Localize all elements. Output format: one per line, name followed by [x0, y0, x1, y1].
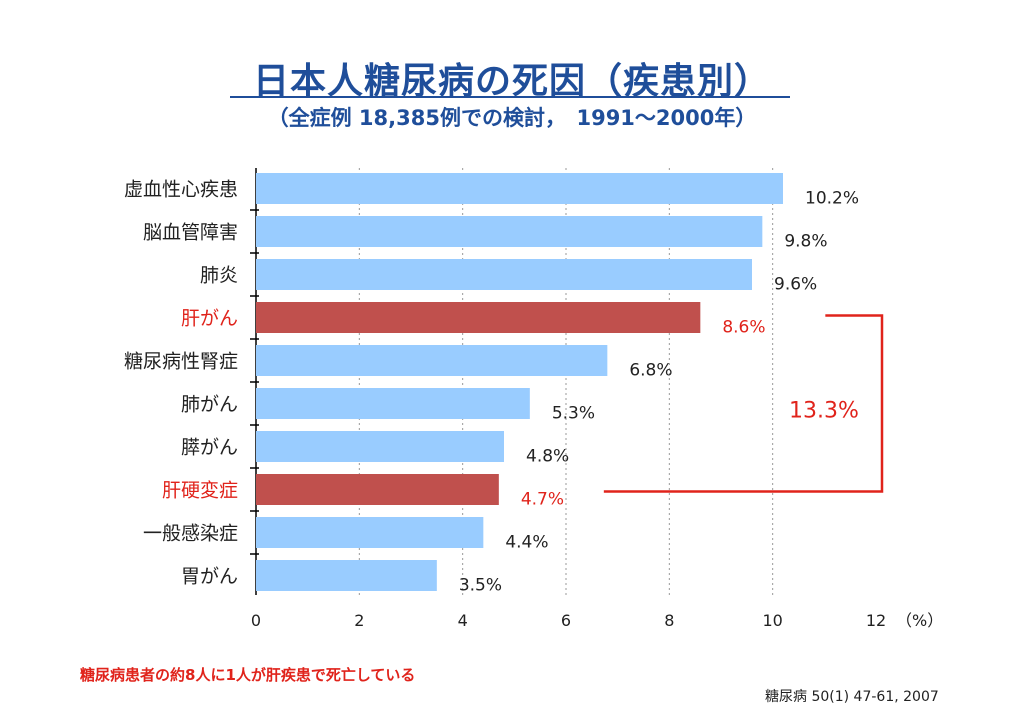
- value-label: 4.8%: [526, 447, 569, 467]
- category-label: 糖尿病性腎症: [124, 351, 238, 373]
- category-label: 脳血管障害: [143, 222, 238, 244]
- bar: [256, 173, 783, 204]
- value-label: 9.8%: [784, 232, 827, 252]
- value-label: 6.8%: [629, 361, 672, 381]
- bars: [256, 173, 783, 591]
- category-label: 一般感染症: [143, 523, 238, 545]
- bar: [256, 474, 499, 505]
- bar: [256, 388, 530, 419]
- footnote: 糖尿病患者の約8人に1人が肝疾患で死亡している: [80, 666, 416, 684]
- category-label: 肝硬変症: [162, 480, 238, 502]
- value-label: 8.6%: [722, 318, 765, 338]
- bar: [256, 259, 752, 290]
- category-label: 虚血性心疾患: [124, 179, 238, 201]
- x-tick-labels: 0 2 4 6 8 10 12 （%）: [251, 611, 943, 630]
- bar: [256, 302, 701, 333]
- liver-total-bracket: 13.3%: [603, 314, 884, 493]
- category-label: 肝がん: [181, 308, 238, 330]
- x-tick-label: 12: [866, 611, 886, 630]
- value-label: 10.2%: [805, 189, 859, 209]
- bar: [256, 345, 608, 376]
- value-label: 9.6%: [774, 275, 817, 295]
- bar: [256, 216, 763, 247]
- bar: [256, 560, 437, 591]
- category-label: 膵がん: [181, 437, 238, 459]
- value-label: 4.7%: [521, 490, 564, 510]
- bar: [256, 517, 484, 548]
- value-label: 4.4%: [505, 533, 548, 553]
- bracket-label: 13.3%: [789, 399, 859, 424]
- bracket-line: [603, 314, 884, 493]
- x-tick-label: 8: [664, 611, 674, 630]
- category-label: 胃がん: [181, 566, 238, 588]
- category-label: 肺炎: [200, 265, 238, 287]
- value-label: 5.3%: [552, 404, 595, 424]
- value-label: 3.5%: [459, 576, 502, 596]
- category-label: 肺がん: [181, 394, 238, 416]
- page-title: 日本人糖尿病の死因（疾患別）: [252, 61, 771, 102]
- bar: [256, 431, 504, 462]
- x-tick-label: 2: [354, 611, 364, 630]
- x-tick-label: 4: [458, 611, 468, 630]
- value-labels: 10.2% 9.8% 9.6% 8.6% 6.8% 5.3% 4.8% 4.7% 4.4% 3.5…: [459, 189, 859, 596]
- title-underline: [230, 96, 790, 98]
- x-unit-label: （%）: [896, 611, 943, 630]
- citation: 糖尿病 50(1) 47-61, 2007: [765, 689, 939, 705]
- x-tick-label: 6: [561, 611, 571, 630]
- page-subtitle: （全症例 18,385例での検討， 1991～2000年）: [267, 106, 757, 130]
- x-tick-label: 10: [762, 611, 782, 630]
- x-tick-label: 0: [251, 611, 261, 630]
